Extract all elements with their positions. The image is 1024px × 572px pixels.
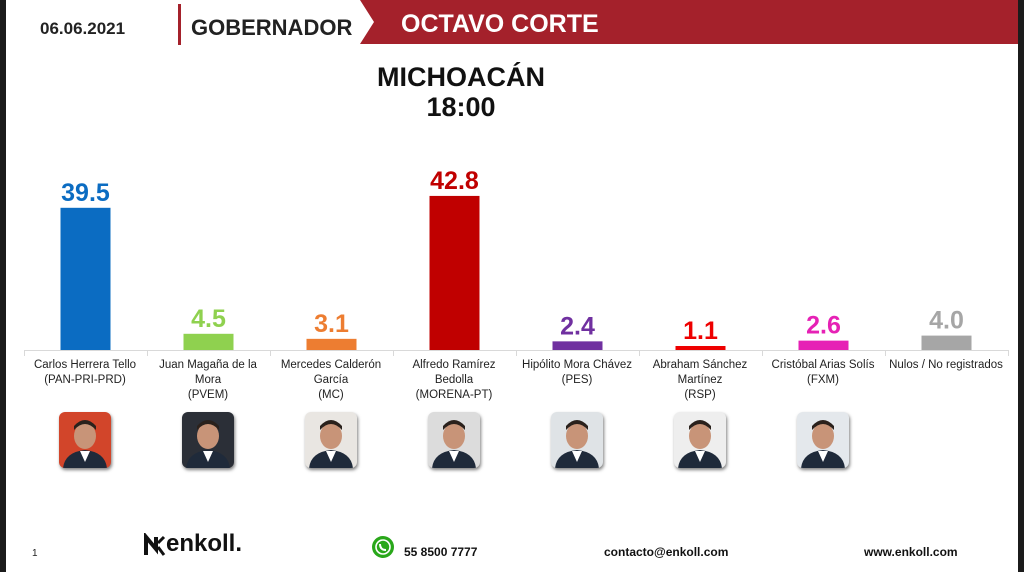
header-divider bbox=[178, 4, 181, 45]
chart-title: MICHOACÁN 18:00 bbox=[296, 62, 626, 122]
footer: 1 enkoll. 55 8500 7777 contacto@enkoll.c… bbox=[6, 528, 1018, 572]
bar-3 bbox=[306, 338, 357, 350]
header-band bbox=[360, 0, 1018, 44]
candidate-photo bbox=[797, 412, 849, 468]
candidate-photo bbox=[182, 412, 234, 468]
candidate-label: Juan Magaña de la Mora (PVEM) bbox=[148, 358, 268, 468]
candidate-photo bbox=[674, 412, 726, 468]
data-label-4: 42.8 bbox=[430, 167, 479, 195]
title-time: 18:00 bbox=[426, 92, 496, 122]
candidate-party: (RSP) bbox=[684, 389, 716, 401]
data-label-1: 39.5 bbox=[61, 179, 110, 207]
candidate-party: (PVEM) bbox=[187, 389, 229, 401]
candidate-name: Juan Magaña de la Mora bbox=[159, 359, 257, 386]
title-state: MICHOACÁN bbox=[377, 62, 545, 92]
cut-label: OCTAVO CORTE bbox=[401, 10, 599, 38]
candidate-name: Abraham Sánchez Martínez bbox=[652, 359, 748, 386]
enkoll-logo: enkoll. bbox=[144, 530, 242, 558]
date-label: 06.06.2021 bbox=[40, 19, 126, 38]
candidate-label: Mercedes Calderón García (MC) bbox=[271, 358, 391, 468]
logo-mark-icon bbox=[144, 532, 166, 556]
data-label-7: 2.6 bbox=[806, 312, 841, 340]
candidate-label: Nulos / No registrados bbox=[886, 358, 1006, 373]
candidate-party: (PES) bbox=[561, 374, 593, 386]
whatsapp-icon bbox=[372, 536, 394, 558]
candidate-party: (MORENA-PT) bbox=[415, 389, 493, 401]
bar-2 bbox=[183, 333, 234, 350]
candidate-label: Alfredo Ramírez Bedolla (MORENA-PT) bbox=[394, 358, 514, 468]
bar-6 bbox=[675, 346, 726, 350]
phone-number: 55 8500 7777 bbox=[404, 545, 478, 559]
candidate-party: (PAN-PRI-PRD) bbox=[44, 374, 126, 386]
candidate-photo bbox=[305, 412, 357, 468]
candidate-party: (MC) bbox=[318, 389, 344, 401]
candidate-name: Mercedes Calderón García bbox=[280, 359, 382, 386]
header: 06.06.2021 GOBERNADOR OCTAVO CORTE bbox=[6, 0, 1018, 45]
candidate-photo bbox=[59, 412, 111, 468]
candidate-label: Cristóbal Arias Solís (FXM) bbox=[763, 358, 883, 468]
candidate-photo bbox=[551, 412, 603, 468]
candidate-label: Carlos Herrera Tello (PAN-PRI-PRD) bbox=[25, 358, 145, 468]
data-label-5: 2.4 bbox=[560, 312, 595, 340]
email-address[interactable]: contacto@enkoll.com bbox=[604, 545, 729, 559]
bar-chart: 39.5 4.5 3.1 42.8 2.4 1.1 2.6 4.0 bbox=[24, 167, 1009, 356]
page-number: 1 bbox=[32, 548, 38, 559]
candidate-name: Hipólito Mora Chávez bbox=[522, 359, 632, 371]
candidate-name: Carlos Herrera Tello bbox=[33, 359, 137, 371]
data-label-3: 3.1 bbox=[314, 310, 349, 338]
bar-7 bbox=[798, 340, 849, 350]
candidate-label: Abraham Sánchez Martínez (RSP) bbox=[640, 358, 760, 468]
bar-4 bbox=[429, 195, 480, 350]
candidate-name: Alfredo Ramírez Bedolla bbox=[412, 359, 496, 386]
candidate-name: Nulos / No registrados bbox=[889, 359, 1003, 371]
website-link[interactable]: www.enkoll.com bbox=[864, 545, 958, 559]
candidate-photo bbox=[428, 412, 480, 468]
race-label: GOBERNADOR bbox=[191, 15, 353, 40]
logo-text: enkoll. bbox=[166, 530, 243, 557]
candidate-label: Hipólito Mora Chávez (PES) bbox=[517, 358, 637, 468]
data-label-6: 1.1 bbox=[683, 317, 718, 345]
bar-1 bbox=[60, 207, 111, 350]
candidates-row: Carlos Herrera Tello (PAN-PRI-PRD) Juan Ma… bbox=[24, 358, 1018, 478]
slide: 06.06.2021 GOBERNADOR OCTAVO CORTE MICHO… bbox=[6, 0, 1018, 572]
bar-5 bbox=[552, 341, 603, 350]
data-label-8: 4.0 bbox=[929, 307, 964, 335]
data-label-2: 4.5 bbox=[191, 305, 226, 333]
candidate-party: (FXM) bbox=[807, 374, 839, 386]
bar-8 bbox=[921, 335, 972, 350]
candidate-name: Cristóbal Arias Solís bbox=[771, 359, 875, 371]
